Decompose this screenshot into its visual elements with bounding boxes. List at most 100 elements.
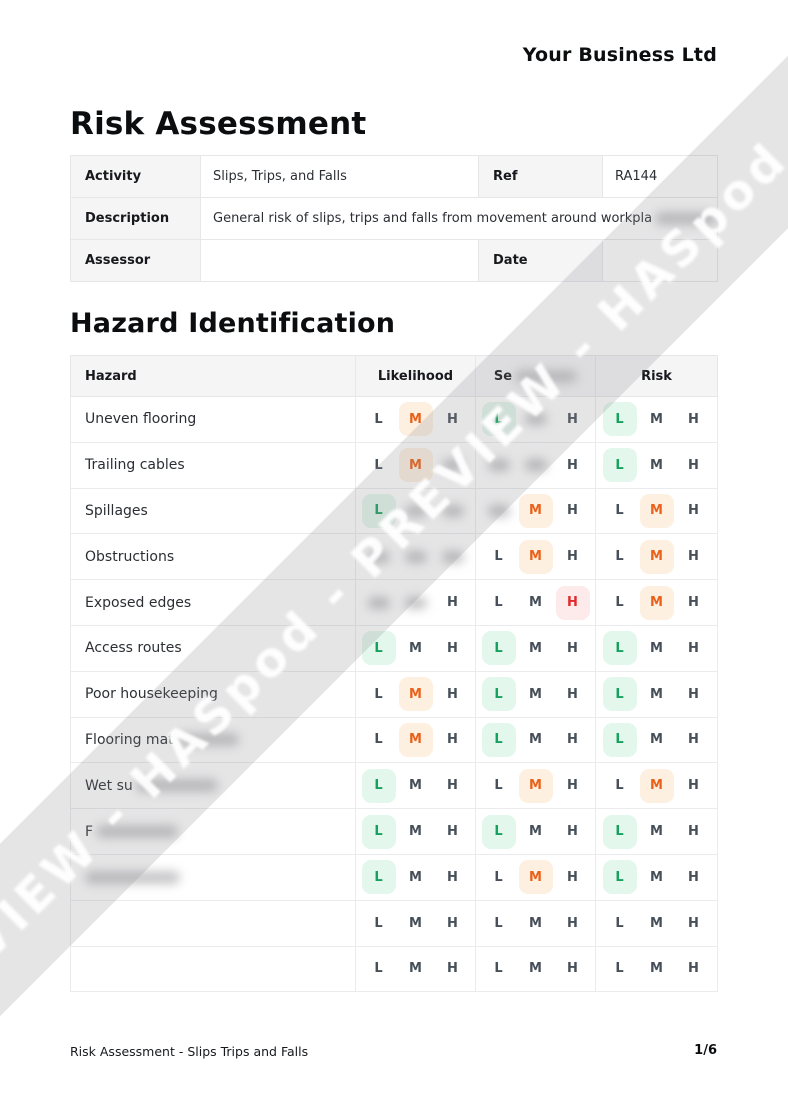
rating-l: L <box>602 631 637 666</box>
rating-h: H <box>567 915 578 931</box>
rating-h: H <box>567 457 578 473</box>
rating-m: M <box>409 915 422 931</box>
rating-h: H <box>447 732 458 748</box>
hazard-row: Spillages L M H L M H <box>70 487 718 535</box>
hazard-name-cell <box>70 899 356 947</box>
rating-cell-likelihood <box>355 533 476 581</box>
rating-l <box>362 540 396 574</box>
rating-m: M <box>529 961 542 977</box>
hazard-name: Poor housekeeping <box>85 686 218 703</box>
rating-l: L <box>374 411 383 427</box>
rating-m <box>399 540 433 574</box>
col-hazard: Hazard <box>70 355 356 397</box>
rating-l: L <box>615 549 624 565</box>
censored-text-blur <box>515 369 578 383</box>
rating-l: L <box>481 814 516 849</box>
rating-l: L <box>494 869 503 885</box>
description-label: Description <box>70 197 201 240</box>
hazard-name: Uneven flooring <box>85 411 197 428</box>
hazard-name-cell: Flooring mat <box>70 716 356 764</box>
rating-m: M <box>639 768 674 803</box>
rating-h: H <box>555 585 590 620</box>
rating-h: H <box>447 778 458 794</box>
ref-value: RA144 <box>602 155 718 198</box>
rating-m: M <box>518 539 553 574</box>
rating-l: L <box>481 677 516 712</box>
rating-h: H <box>447 595 458 611</box>
rating-l: L <box>602 722 637 757</box>
rating-l: L <box>374 457 383 473</box>
rating-l: L <box>602 814 637 849</box>
rating-h: H <box>447 686 458 702</box>
hazard-name-cell: Spillages <box>70 487 356 535</box>
hazard-name: Wet su <box>85 777 133 794</box>
hazard-row: Exposed edges H L M H L M H <box>70 579 718 626</box>
hazard-row: Flooring mat L M H L M H L M H <box>70 716 718 764</box>
hazard-name: F <box>85 823 94 840</box>
rating-l: L <box>494 961 503 977</box>
rating-h: H <box>567 411 578 427</box>
rating-m <box>399 494 433 528</box>
hazard-row: Poor housekeeping L M H L M H L M H <box>70 670 718 718</box>
rating-m: M <box>639 585 674 620</box>
rating-h: H <box>688 595 699 611</box>
censored-text-blur <box>135 779 218 793</box>
rating-m: M <box>650 686 663 702</box>
censored-text-blur <box>176 733 239 747</box>
hazard-row: Trailing cables L M H L M H <box>70 441 718 489</box>
rating-m: M <box>529 824 542 840</box>
rating-m: M <box>409 778 422 794</box>
rating-h: H <box>688 549 699 565</box>
rating-cell-likelihood: L <box>355 487 476 535</box>
rating-l: L <box>361 814 396 849</box>
rating-h <box>436 540 470 574</box>
col-severity-text: Se <box>493 368 513 384</box>
rating-h: H <box>447 824 458 840</box>
hazard-name: Exposed edges <box>85 594 192 611</box>
hazard-name: Flooring mat <box>85 731 174 748</box>
rating-l: L <box>361 860 396 895</box>
rating-m: M <box>398 402 433 437</box>
rating-l: L <box>361 768 396 803</box>
rating-m: M <box>650 869 663 885</box>
rating-h: H <box>567 732 578 748</box>
hazard-row: Obstructions L M H L M H <box>70 533 718 581</box>
rating-l: L <box>602 860 637 895</box>
date-label: Date <box>478 239 603 282</box>
hazard-row: Uneven flooring L M H L H L M H <box>70 396 718 443</box>
rating-h: H <box>688 686 699 702</box>
info-row-assessor: Assessor Date <box>70 239 718 282</box>
rating-m: M <box>639 493 674 528</box>
info-row-activity: Activity Slips, Trips, and Falls Ref RA1… <box>70 155 718 198</box>
hazard-name-cell: Obstructions <box>70 533 356 581</box>
rating-h: H <box>567 549 578 565</box>
rating-l: L <box>615 595 624 611</box>
rating-m: M <box>529 595 542 611</box>
rating-l: L <box>361 631 396 666</box>
rating-m: M <box>409 640 422 656</box>
hazard-name-cell: Trailing cables <box>70 441 356 489</box>
rating-m: M <box>650 411 663 427</box>
activity-value: Slips, Trips, and Falls <box>200 155 479 198</box>
rating-h: H <box>567 824 578 840</box>
col-risk: Risk <box>595 355 718 397</box>
rating-m <box>519 448 553 482</box>
hazard-row: Wet su L M H L M H L M H <box>70 762 718 810</box>
rating-h: H <box>688 778 699 794</box>
rating-l <box>482 494 516 528</box>
rating-m: M <box>650 732 663 748</box>
